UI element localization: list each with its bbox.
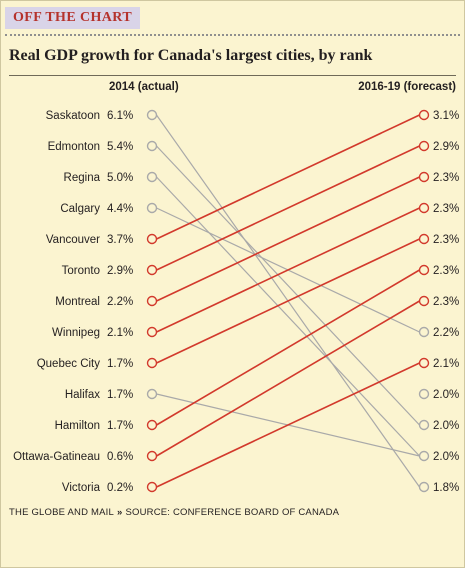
left-marker <box>146 109 158 121</box>
slope-line <box>156 176 420 302</box>
left-marker <box>146 140 158 152</box>
source-note: THE GLOBE AND MAIL» SOURCE: CONFERENCE BO… <box>9 507 339 518</box>
forecast-value: 2.3% <box>433 203 459 215</box>
forecast-value: 2.0% <box>433 420 459 432</box>
left-marker <box>146 171 158 183</box>
actual-2014-value: 6.1% <box>107 110 133 122</box>
city-label: Saskatoon <box>46 110 100 122</box>
actual-2014-value: 0.6% <box>107 451 133 463</box>
actual-2014-value: 2.1% <box>107 327 133 339</box>
city-label: Edmonton <box>48 141 100 153</box>
right-marker <box>418 357 430 369</box>
source-separator: » <box>116 507 123 518</box>
actual-2014-value: 1.7% <box>107 358 133 370</box>
section-badge: OFF THE CHART <box>5 7 141 29</box>
actual-2014-value: 4.4% <box>107 203 133 215</box>
city-label: Toronto <box>62 265 100 277</box>
actual-2014-value: 3.7% <box>107 234 133 246</box>
city-label: Winnipeg <box>52 327 100 339</box>
right-marker <box>418 171 430 183</box>
actual-2014-value: 2.9% <box>107 265 133 277</box>
left-marker <box>146 357 158 369</box>
chart-title: Real GDP growth for Canada's largest cit… <box>9 47 373 64</box>
city-label: Victoria <box>62 482 101 494</box>
left-marker <box>146 481 158 493</box>
slope-line <box>156 145 420 426</box>
right-marker <box>418 450 430 462</box>
actual-2014-value: 5.4% <box>107 141 133 153</box>
city-label: Hamilton <box>55 420 100 432</box>
slope-line <box>156 114 420 240</box>
city-label: Quebec City <box>37 358 101 370</box>
right-marker <box>418 264 430 276</box>
left-marker <box>146 326 158 338</box>
left-marker <box>146 264 158 276</box>
slope-line <box>156 238 420 364</box>
city-label: Regina <box>64 172 101 184</box>
right-column-header: 2016-19 (forecast) <box>358 81 456 93</box>
right-marker <box>418 140 430 152</box>
right-marker <box>418 326 430 338</box>
forecast-value: 2.1% <box>433 358 459 370</box>
forecast-value: 2.3% <box>433 172 459 184</box>
dotted-divider <box>5 34 460 36</box>
forecast-value: 3.1% <box>433 110 459 122</box>
slope-line <box>156 207 420 333</box>
slope-line <box>156 145 420 271</box>
left-marker <box>146 419 158 431</box>
right-marker <box>418 388 430 400</box>
forecast-value: 2.9% <box>433 141 459 153</box>
forecast-value: 2.3% <box>433 234 459 246</box>
left-column-header: 2014 (actual) <box>109 81 179 93</box>
left-marker <box>146 295 158 307</box>
right-marker <box>418 419 430 431</box>
actual-2014-value: 1.7% <box>107 389 133 401</box>
actual-2014-value: 5.0% <box>107 172 133 184</box>
slope-line <box>156 300 420 457</box>
forecast-value: 1.8% <box>433 482 459 494</box>
actual-2014-value: 0.2% <box>107 482 133 494</box>
city-label: Ottawa-Gatineau <box>13 451 100 463</box>
slope-line <box>156 176 420 457</box>
forecast-value: 2.3% <box>433 265 459 277</box>
forecast-value: 2.0% <box>433 389 459 401</box>
forecast-value: 2.0% <box>433 451 459 463</box>
city-label: Halifax <box>65 389 100 401</box>
slope-line <box>156 362 420 488</box>
left-marker <box>146 233 158 245</box>
left-marker <box>146 450 158 462</box>
city-label: Calgary <box>60 203 100 215</box>
right-marker <box>418 481 430 493</box>
title-rule <box>9 75 456 76</box>
source-text: SOURCE: CONFERENCE BOARD OF CANADA <box>125 507 340 518</box>
right-marker <box>418 202 430 214</box>
right-marker <box>418 109 430 121</box>
left-marker <box>146 202 158 214</box>
actual-2014-value: 1.7% <box>107 420 133 432</box>
slope-chart: Saskatoon 6.1% Edmonton 5.4% Regina 5.0% Calga… <box>13 109 459 494</box>
forecast-value: 2.3% <box>433 296 459 308</box>
publisher-label: THE GLOBE AND MAIL <box>9 507 114 518</box>
city-label: Vancouver <box>46 234 100 246</box>
right-marker <box>418 295 430 307</box>
city-label: Montreal <box>55 296 100 308</box>
actual-2014-value: 2.2% <box>107 296 133 308</box>
forecast-value: 2.2% <box>433 327 459 339</box>
right-marker <box>418 233 430 245</box>
slope-line <box>156 269 420 426</box>
left-marker <box>146 388 158 400</box>
